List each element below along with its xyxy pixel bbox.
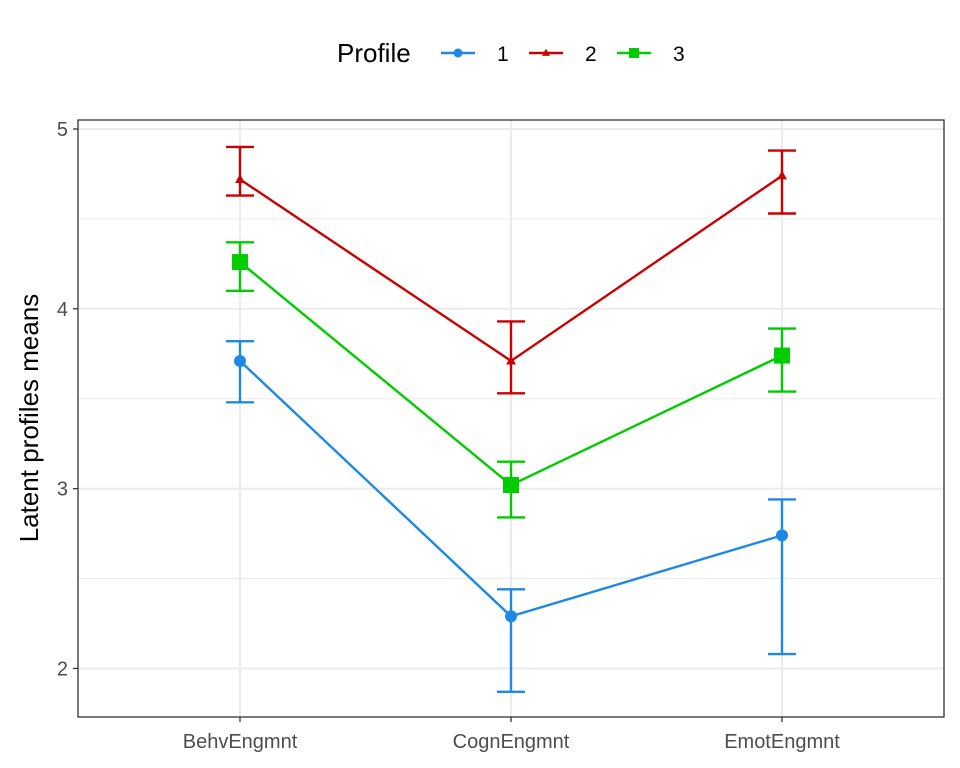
data-point bbox=[234, 354, 246, 367]
error-bar bbox=[497, 588, 525, 694]
data-point bbox=[777, 170, 787, 180]
data-point bbox=[776, 529, 788, 542]
series-2 bbox=[226, 145, 796, 395]
series-3 bbox=[226, 241, 796, 519]
x-axis: BehvEngmnt CognEngmnt EmotEngmnt bbox=[183, 717, 840, 753]
error-bar bbox=[768, 149, 796, 215]
legend-item-1: 1 bbox=[441, 43, 509, 66]
legend-item-3: 3 bbox=[617, 43, 685, 66]
legend-key-marker bbox=[453, 48, 463, 58]
data-point bbox=[235, 173, 245, 183]
legend: Profile 1 2 3 bbox=[337, 38, 685, 68]
y-axis-title: Latent profiles means bbox=[14, 294, 44, 543]
data-point bbox=[774, 347, 790, 364]
legend-key-marker bbox=[542, 48, 550, 56]
series-1 bbox=[226, 339, 796, 694]
y-tick-label: 3 bbox=[57, 479, 68, 501]
y-tick-label: 2 bbox=[57, 658, 68, 680]
legend-key-marker bbox=[629, 48, 639, 58]
data-point bbox=[232, 254, 248, 271]
error-bar bbox=[226, 145, 254, 197]
y-tick-label: 5 bbox=[57, 119, 68, 141]
x-tick-label: BehvEngmnt bbox=[183, 731, 298, 753]
data-point bbox=[506, 355, 516, 365]
error-bar bbox=[768, 498, 796, 656]
y-axis: 2 3 4 5 bbox=[57, 119, 78, 680]
legend-title: Profile bbox=[337, 38, 411, 68]
legend-label: 1 bbox=[497, 43, 509, 66]
x-tick-label: CognEngmnt bbox=[453, 731, 570, 753]
y-tick-label: 4 bbox=[57, 299, 68, 321]
data-point bbox=[505, 610, 517, 623]
legend-item-2: 2 bbox=[529, 43, 597, 66]
x-tick-label: EmotEngmnt bbox=[724, 731, 840, 753]
legend-label: 3 bbox=[673, 43, 685, 66]
data-point bbox=[503, 477, 519, 494]
error-bar bbox=[226, 339, 254, 404]
legend-label: 2 bbox=[585, 43, 597, 66]
plot-panel bbox=[77, 119, 945, 718]
